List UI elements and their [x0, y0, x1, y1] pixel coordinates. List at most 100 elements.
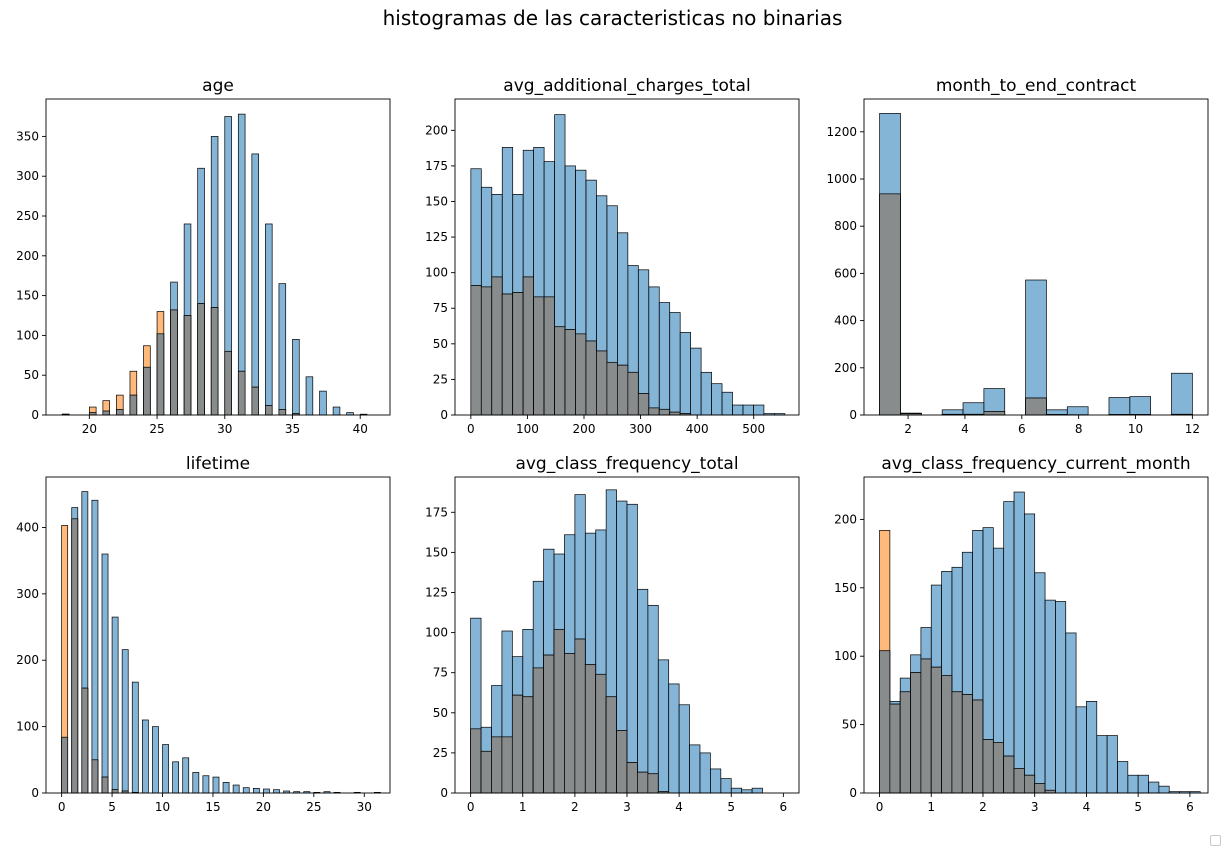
bar-series-a: [637, 269, 650, 416]
bar-overlap: [224, 350, 232, 416]
bar-overlap: [658, 408, 671, 416]
y-tick-label: 0: [440, 786, 448, 800]
bar-overlap: [627, 371, 639, 416]
bar-overlap: [511, 694, 524, 794]
bar-overlap: [265, 405, 273, 416]
bar-series-a: [753, 404, 765, 416]
bar-overlap: [564, 329, 576, 416]
x-tick-label: 100: [516, 422, 539, 436]
x-tick-label: 2: [979, 800, 987, 814]
bar-overlap: [584, 664, 597, 794]
x-tick-label: 20: [82, 422, 97, 436]
x-tick-label: 25: [306, 800, 321, 814]
bar-overlap: [575, 333, 587, 416]
bar-series-a: [1158, 785, 1170, 794]
bar-series-a: [711, 383, 723, 416]
y-tick-label: 200: [834, 361, 857, 375]
y-tick-label: 300: [16, 169, 39, 183]
bar-overlap: [637, 393, 650, 416]
x-tick-label: 6: [1186, 800, 1194, 814]
bar-overlap: [992, 742, 1005, 794]
bar-series-a: [962, 402, 985, 416]
bar-overlap: [81, 687, 89, 794]
x-tick-label: 1: [927, 800, 935, 814]
bar-overlap: [101, 776, 109, 794]
bar-series-a: [305, 376, 314, 416]
bar-overlap: [170, 309, 178, 416]
bar-series-a: [141, 719, 149, 794]
bar-series-a: [152, 726, 159, 794]
x-tick-label: 4: [961, 422, 969, 436]
bar-overlap: [951, 691, 963, 794]
y-tick-label: 25: [433, 746, 448, 760]
y-tick-label: 150: [16, 289, 39, 303]
bar-series-a: [319, 390, 327, 416]
bar-overlap: [543, 296, 555, 416]
y-tick-label: 25: [433, 372, 448, 386]
bar-overlap: [533, 296, 545, 416]
bar-overlap: [501, 736, 513, 794]
x-tick-label: 10: [155, 800, 170, 814]
chart-panel-3: 2 4 6 8 10 12 0 200 400 600 800 1000 1200 month_to_en…: [826, 76, 1209, 436]
bar-overlap: [910, 672, 922, 794]
y-tick-label: 175: [425, 505, 448, 519]
y-tick-label: 200: [16, 249, 39, 263]
bar-series-a: [1129, 396, 1152, 416]
chart-panel-1: 20 25 30 35 40 0 50 100 150 200 250 300 350 age: [16, 76, 391, 436]
y-tick-label: 800: [834, 219, 857, 233]
bar-overlap: [129, 394, 138, 416]
y-tick-label: 0: [31, 786, 39, 800]
bar-series-a: [292, 339, 300, 416]
y-tick-label: 0: [440, 408, 448, 422]
bar-series-a: [242, 787, 250, 794]
bar-overlap: [972, 699, 984, 794]
bar-series-a: [690, 347, 702, 416]
bar-series-a: [730, 787, 743, 794]
bar-series-a: [669, 312, 681, 416]
bar-overlap: [156, 333, 165, 416]
x-tick-label: 25: [149, 422, 164, 436]
panel-title: age: [202, 76, 234, 96]
x-tick-label: 2: [904, 422, 912, 436]
y-tick-label: 400: [16, 520, 39, 534]
axes-frame: [45, 476, 391, 794]
y-tick-label: 0: [849, 786, 857, 800]
bar-series-a: [647, 604, 659, 794]
bar-series-a: [1117, 761, 1129, 794]
bar-series-a: [332, 406, 341, 416]
bar-series-a: [689, 744, 701, 794]
bar-overlap: [491, 736, 503, 794]
x-tick-label: 15: [205, 800, 220, 814]
bar-series-a: [1066, 406, 1089, 416]
bar-overlap: [491, 276, 503, 416]
y-tick-label: 50: [24, 368, 39, 382]
bar-series-a: [637, 588, 649, 794]
bar-series-a: [732, 404, 744, 416]
x-tick-label: 12: [1185, 422, 1200, 436]
bar-series-a: [1148, 781, 1160, 794]
bar-series-a: [263, 788, 270, 794]
bar-overlap: [71, 518, 79, 794]
bar-series-a: [237, 113, 246, 416]
axes-frame: [45, 98, 391, 416]
chart-panel-2: 0 100 200 300 400 500 0 25 50 75 100 125 150 175 200 av…: [425, 76, 800, 436]
bar-series-a: [222, 782, 230, 794]
bar-series-a: [212, 776, 220, 794]
bar-series-a: [1065, 632, 1077, 794]
bar-overlap: [501, 293, 514, 416]
x-tick-label: 3: [1031, 800, 1039, 814]
chart-panel-5: 0 1 2 3 4 5 6 0 25 50 75 100 125 150 175 avg_class_freq…: [425, 454, 800, 814]
bar-series-a: [101, 553, 109, 794]
y-tick-label: 50: [433, 337, 448, 351]
y-tick-label: 200: [834, 512, 857, 526]
bar-series-a: [700, 371, 712, 416]
bar-series-a: [1106, 735, 1118, 794]
x-tick-label: 4: [675, 800, 683, 814]
bar-overlap: [522, 696, 534, 794]
bar-series-a: [1096, 735, 1108, 794]
y-tick-label: 100: [834, 649, 857, 663]
x-tick-label: 6: [780, 800, 788, 814]
x-tick-label: 400: [686, 422, 709, 436]
